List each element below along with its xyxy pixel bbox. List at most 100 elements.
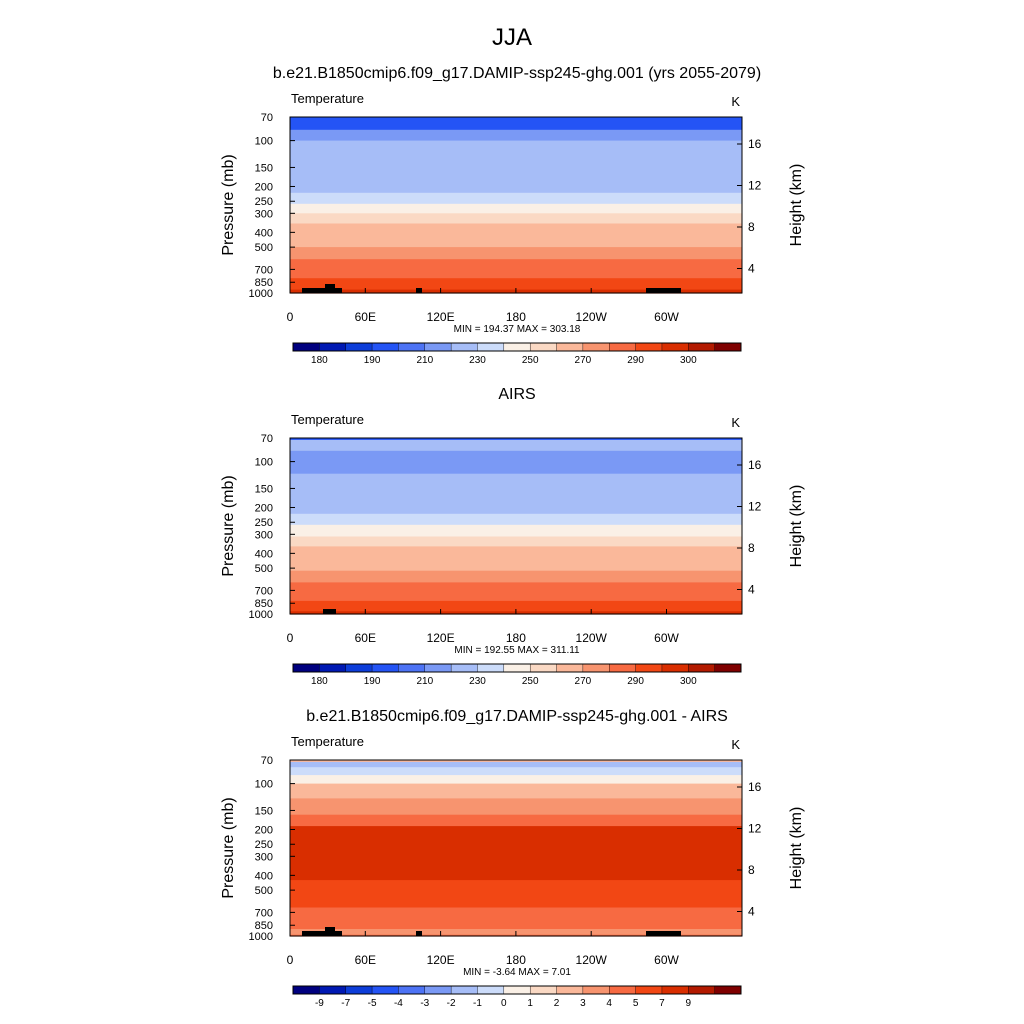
y-axis-title: Pressure (mb) [220,154,237,255]
colorbar-swatch [714,985,742,995]
colorbar-label: -9 [315,998,324,1009]
colorbar-label: 210 [416,676,433,687]
longitude-tick-label: 60E [355,953,376,967]
colorbar-swatch [371,663,399,673]
panel-units-label: K [731,737,740,752]
topography-mask [302,931,342,936]
colorbar-swatch [292,342,320,352]
longitude-tick-label: 0 [287,953,294,967]
pressure-tick-label: 250 [255,196,273,208]
height-tick-label: 4 [748,905,755,919]
colorbar-swatch [714,342,742,352]
colorbar-swatch [529,985,558,995]
contour-band [290,783,742,799]
pressure-tick-label: 400 [255,227,273,239]
contour-band [290,247,742,260]
pressure-tick-label: 150 [255,805,273,817]
colorbar-label: 230 [469,355,486,366]
colorbar-label: 250 [522,355,539,366]
longitude-tick-label: 120E [427,631,455,645]
y2-axis-title: Height (km) [788,807,805,890]
height-tick-label: 16 [748,780,762,794]
colorbar-label: -4 [394,998,403,1009]
colorbar-swatch [319,985,347,995]
topography-mask [325,927,335,936]
topography-mask [416,288,422,293]
longitude-tick-label: 120E [427,953,455,967]
colorbar-swatch [503,985,531,995]
colorbar-swatch [319,342,347,352]
panel-title: AIRS [498,386,535,403]
colorbar-swatch [450,985,478,995]
y-axis-title: Pressure (mb) [220,475,237,576]
topography-mask [302,288,342,293]
colorbar-swatch [371,985,399,995]
contour-band [290,880,742,908]
colorbar-label: 190 [364,355,381,366]
contour-band [290,761,742,768]
height-tick-label: 12 [748,179,762,193]
colorbar-swatch [398,985,426,995]
pressure-tick-label: 700 [255,585,273,597]
contour-band [290,439,742,452]
contour-band [290,570,742,583]
pressure-tick-label: 150 [255,483,273,495]
pressure-tick-label: 150 [255,162,273,174]
contour-band [290,284,742,291]
longitude-tick-label: 60W [654,631,679,645]
y2-axis-title: Height (km) [788,164,805,247]
height-tick-label: 8 [748,220,755,234]
pressure-tick-label: 700 [255,264,273,276]
colorbar-swatch [345,342,373,352]
contour-band [290,259,742,270]
colorbar-label: -1 [473,998,482,1009]
colorbar-label: 2 [554,998,560,1009]
panel-variable-label: Temperature [291,734,364,749]
colorbar-swatch [292,985,320,995]
pressure-tick-label: 700 [255,907,273,919]
colorbar-label: -2 [447,998,456,1009]
contour-band [290,450,742,475]
panel-variable-label: Temperature [291,412,364,427]
colorbar-label: 4 [606,998,612,1009]
colorbar-swatch [661,342,689,352]
height-tick-label: 8 [748,863,755,877]
pressure-tick-label: 250 [255,517,273,529]
pressure-tick-label: 400 [255,548,273,560]
colorbar-swatch [556,342,584,352]
colorbar-swatch [292,663,320,673]
contour-band [290,775,742,785]
pressure-tick-label: 300 [255,208,273,220]
panel-title: b.e21.B1850cmip6.f09_g17.DAMIP-ssp245-gh… [273,65,761,82]
colorbar-swatch [609,663,637,673]
pressure-tick-label: 70 [261,433,273,445]
colorbar-label: 270 [575,355,592,366]
panel-3: b.e21.B1850cmip6.f09_g17.DAMIP-ssp245-gh… [220,708,805,1009]
colorbar-swatch [661,663,689,673]
contour-band [290,600,742,608]
pressure-tick-label: 250 [255,839,273,851]
colorbar-swatch [609,342,637,352]
min-max-label: MIN = 192.55 MAX = 311.11 [454,645,580,656]
pressure-tick-label: 500 [255,242,273,254]
colorbar-label: 1 [527,998,533,1009]
colorbar-label: 300 [680,676,697,687]
colorbar-swatch [582,342,610,352]
longitude-tick-label: 60E [355,310,376,324]
colorbar-label: 290 [627,355,644,366]
contour-band [290,213,742,225]
panel-title: b.e21.B1850cmip6.f09_g17.DAMIP-ssp245-gh… [306,708,728,725]
contour-band [290,175,742,194]
pressure-tick-label: 300 [255,851,273,863]
contour-band [290,129,742,142]
contour-band [290,524,742,537]
topography-mask [646,288,681,293]
contour-band [290,536,742,547]
contour-band [290,767,742,776]
height-tick-label: 4 [748,583,755,597]
panel-1: b.e21.B1850cmip6.f09_g17.DAMIP-ssp245-gh… [220,65,805,366]
colorbar-label: 210 [416,355,433,366]
contour-band [290,546,742,559]
